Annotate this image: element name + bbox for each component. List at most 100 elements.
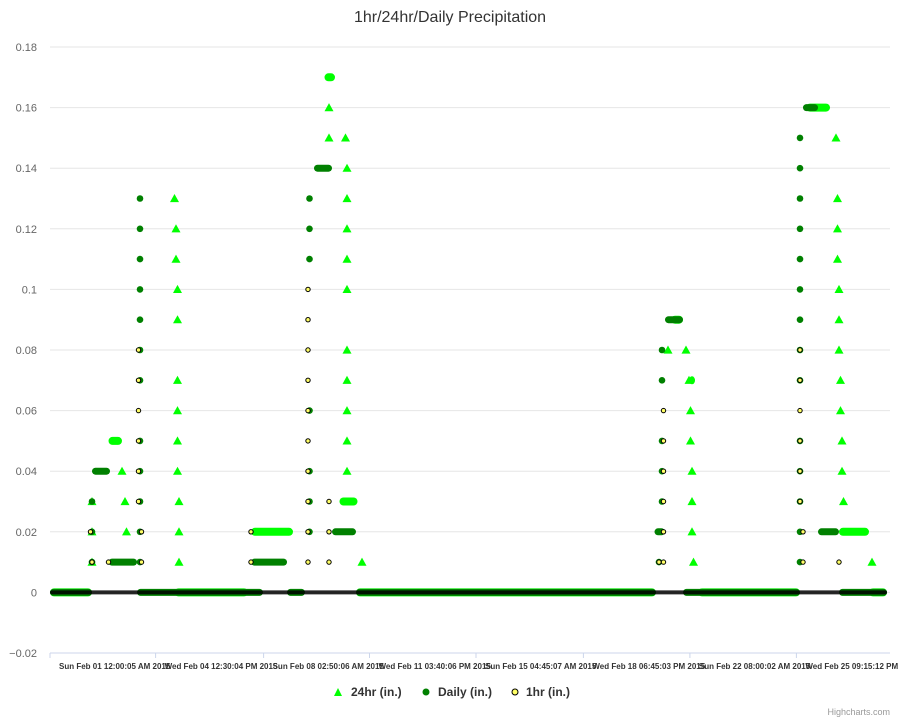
data-point-24hr[interactable] <box>342 224 352 233</box>
data-point-daily[interactable] <box>796 225 804 233</box>
data-point-24hr[interactable] <box>342 254 352 263</box>
data-point-daily[interactable] <box>306 195 313 202</box>
data-point-1hr[interactable] <box>305 317 311 323</box>
data-point-1hr[interactable] <box>248 559 254 565</box>
data-point-24hr[interactable] <box>173 436 182 445</box>
data-point-1hr[interactable] <box>135 498 142 505</box>
data-point-1hr[interactable] <box>87 529 94 535</box>
data-run-24hr[interactable] <box>324 73 336 82</box>
data-point-24hr[interactable] <box>174 557 184 566</box>
data-point-24hr[interactable] <box>173 375 182 384</box>
data-point-24hr[interactable] <box>341 133 350 142</box>
legend-item-daily[interactable]: Daily (in.) <box>422 685 493 699</box>
data-point-24hr[interactable] <box>173 406 182 415</box>
data-point-daily[interactable] <box>796 164 804 172</box>
data-run-daily[interactable] <box>332 528 356 536</box>
data-point-24hr[interactable] <box>836 375 845 384</box>
data-point-24hr[interactable] <box>342 163 352 172</box>
data-point-1hr[interactable] <box>248 529 254 535</box>
data-point-24hr[interactable] <box>686 436 695 445</box>
data-point-24hr[interactable] <box>686 406 695 415</box>
data-point-1hr[interactable] <box>89 559 95 565</box>
data-point-24hr[interactable] <box>357 557 367 566</box>
data-point-24hr[interactable] <box>687 466 697 475</box>
data-point-1hr[interactable] <box>135 438 142 444</box>
data-run-daily[interactable] <box>314 164 332 172</box>
data-point-daily[interactable] <box>796 134 804 142</box>
data-point-24hr[interactable] <box>834 315 844 324</box>
data-point-24hr[interactable] <box>117 466 127 475</box>
data-run-daily[interactable] <box>818 528 839 536</box>
data-point-24hr[interactable] <box>833 224 842 233</box>
data-point-1hr[interactable] <box>660 529 667 535</box>
data-point-daily[interactable] <box>658 377 666 384</box>
data-point-24hr[interactable] <box>342 375 352 384</box>
data-point-daily[interactable] <box>136 225 144 233</box>
data-run-daily[interactable] <box>803 104 818 112</box>
data-point-daily[interactable] <box>136 286 144 293</box>
data-point-1hr[interactable] <box>105 559 112 565</box>
data-point-24hr[interactable] <box>833 254 842 263</box>
data-point-1hr[interactable] <box>135 377 142 383</box>
data-point-24hr[interactable] <box>687 527 697 536</box>
data-point-24hr[interactable] <box>684 375 694 384</box>
data-point-1hr[interactable] <box>305 438 311 444</box>
data-point-daily[interactable] <box>306 255 313 263</box>
data-point-24hr[interactable] <box>342 194 352 203</box>
data-point-1hr[interactable] <box>660 559 667 565</box>
data-point-24hr[interactable] <box>834 284 844 293</box>
data-run-1hr[interactable] <box>50 590 887 595</box>
data-point-24hr[interactable] <box>174 497 184 506</box>
data-point-1hr[interactable] <box>138 559 145 565</box>
data-point-1hr[interactable] <box>660 407 667 414</box>
data-point-24hr[interactable] <box>837 436 847 445</box>
data-point-24hr[interactable] <box>837 466 847 475</box>
data-point-24hr[interactable] <box>681 345 691 354</box>
data-point-1hr[interactable] <box>305 468 311 474</box>
data-point-24hr[interactable] <box>324 103 334 112</box>
data-point-24hr[interactable] <box>839 497 848 506</box>
data-point-24hr[interactable] <box>342 345 352 354</box>
data-run-daily[interactable] <box>251 558 287 566</box>
data-point-1hr[interactable] <box>305 286 311 293</box>
data-point-daily[interactable] <box>306 225 313 233</box>
data-point-1hr[interactable] <box>135 407 142 414</box>
data-point-1hr[interactable] <box>660 468 667 474</box>
data-point-daily[interactable] <box>88 498 96 505</box>
data-point-1hr[interactable] <box>797 347 803 353</box>
data-run-daily[interactable] <box>92 467 110 475</box>
data-point-24hr[interactable] <box>120 497 130 506</box>
data-point-1hr[interactable] <box>797 377 803 383</box>
data-point-1hr[interactable] <box>797 468 803 474</box>
data-point-24hr[interactable] <box>342 406 352 415</box>
legend-item-24hr[interactable]: 24hr (in.) <box>334 685 402 699</box>
data-point-1hr[interactable] <box>305 559 311 565</box>
data-point-1hr[interactable] <box>836 559 842 565</box>
data-point-24hr[interactable] <box>834 345 844 354</box>
data-run-24hr[interactable] <box>251 527 293 536</box>
data-point-1hr[interactable] <box>660 438 667 444</box>
data-point-24hr[interactable] <box>867 557 877 566</box>
data-point-24hr[interactable] <box>689 557 698 566</box>
data-point-daily[interactable] <box>796 195 804 202</box>
data-run-daily[interactable] <box>665 316 683 324</box>
data-point-1hr[interactable] <box>797 438 803 444</box>
data-point-24hr[interactable] <box>324 133 334 142</box>
data-point-1hr[interactable] <box>135 468 142 474</box>
data-point-24hr[interactable] <box>174 527 184 536</box>
data-point-24hr[interactable] <box>663 345 673 354</box>
data-point-1hr[interactable] <box>305 377 311 383</box>
data-point-1hr[interactable] <box>326 498 332 505</box>
data-point-24hr[interactable] <box>171 224 181 233</box>
data-point-24hr[interactable] <box>171 254 181 263</box>
data-point-1hr[interactable] <box>660 498 667 505</box>
data-point-24hr[interactable] <box>170 194 179 203</box>
data-point-1hr[interactable] <box>656 559 662 565</box>
data-point-24hr[interactable] <box>173 315 182 324</box>
data-point-24hr[interactable] <box>836 406 845 415</box>
data-run-24hr[interactable] <box>108 436 123 445</box>
data-point-24hr[interactable] <box>342 466 352 475</box>
data-point-24hr[interactable] <box>173 466 182 475</box>
data-point-1hr[interactable] <box>326 529 332 535</box>
data-point-24hr[interactable] <box>687 497 697 506</box>
